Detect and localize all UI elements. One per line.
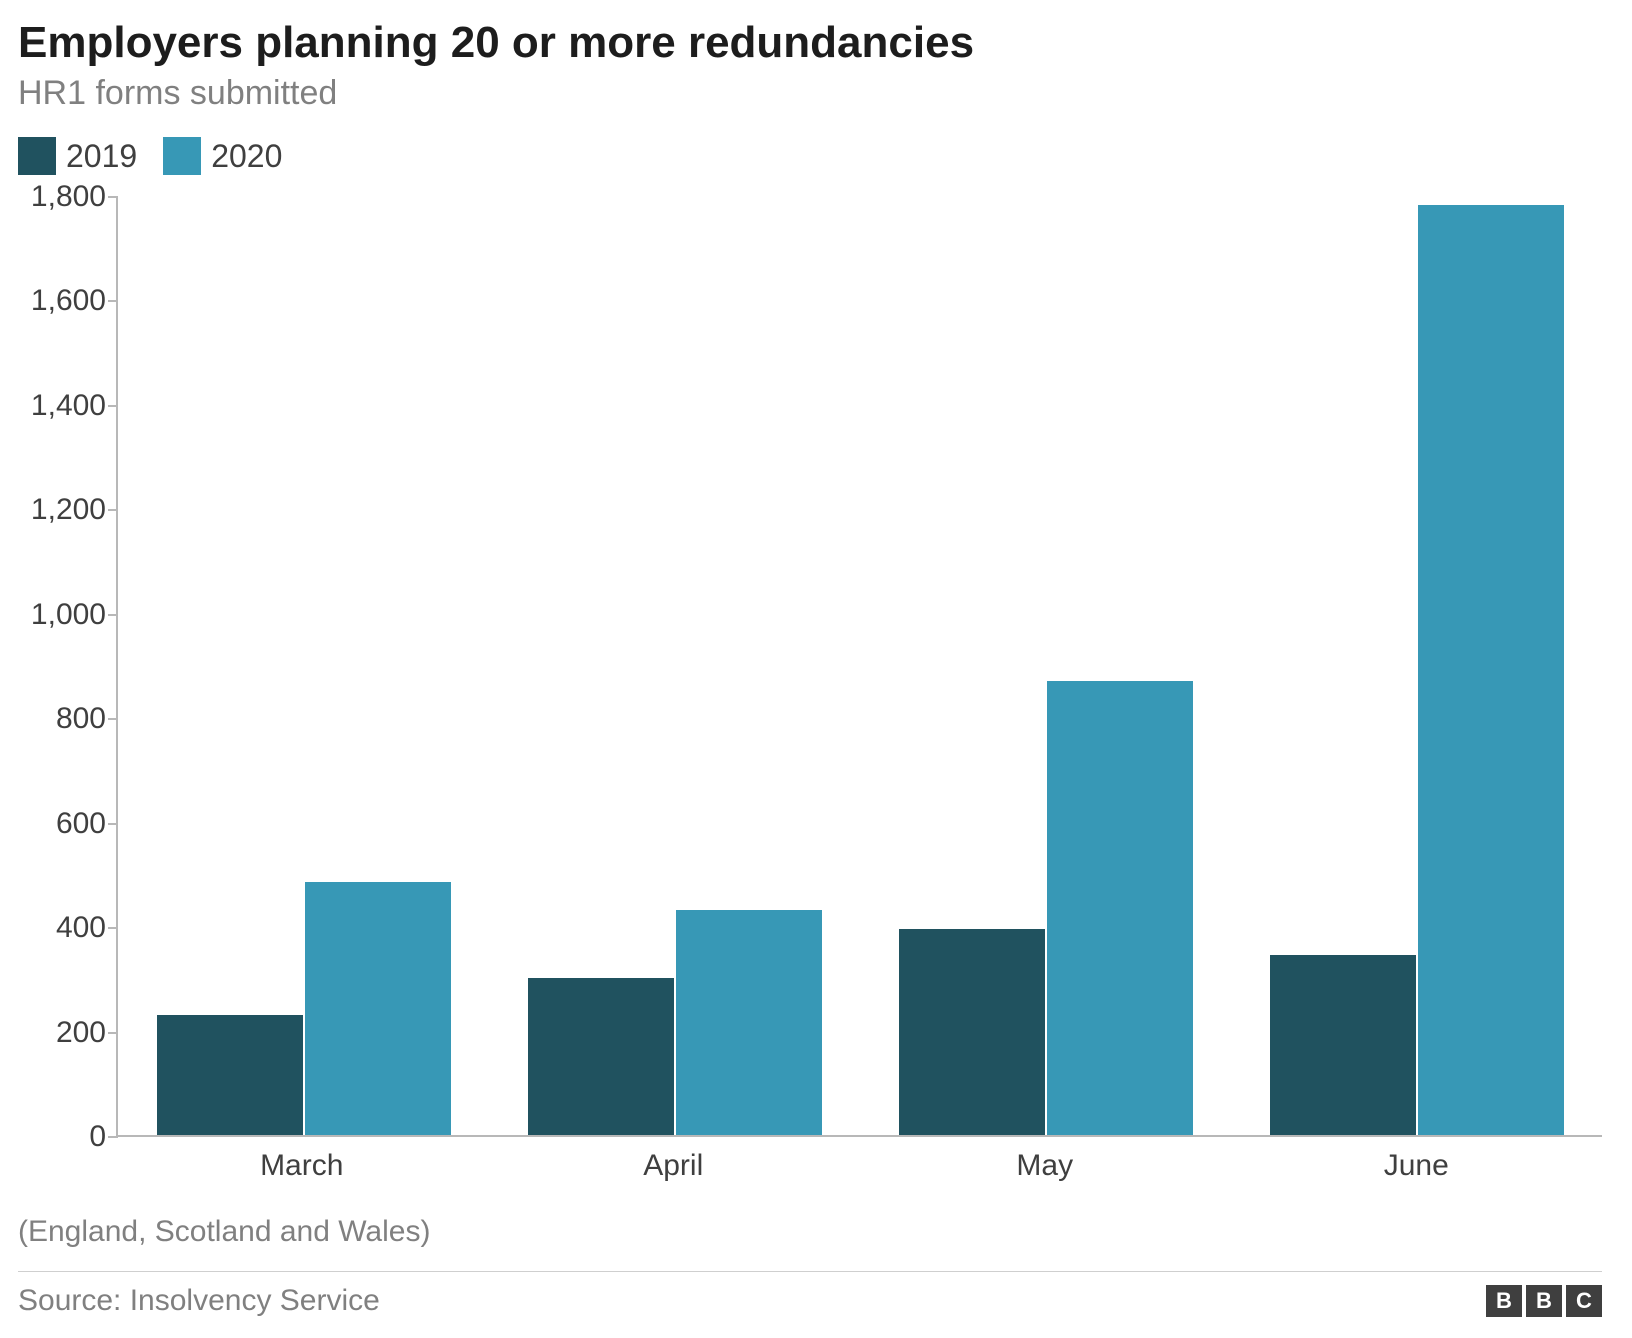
chart-subtitle: HR1 forms submitted (18, 74, 1602, 113)
plot-area (116, 197, 1602, 1137)
legend-swatch (163, 137, 201, 175)
legend-swatch (18, 137, 56, 175)
legend-item: 2020 (163, 137, 282, 175)
bar-group (899, 681, 1193, 1135)
x-tick-label: May (895, 1149, 1195, 1183)
y-tick-label: 0 (89, 1120, 106, 1154)
chart-plot-wrap: 02004006008001,0001,2001,4001,6001,800 M… (18, 197, 1602, 1207)
legend-label: 2019 (66, 138, 137, 175)
y-tick-mark (108, 718, 118, 720)
y-tick-label: 1,200 (31, 493, 106, 527)
bar (1270, 955, 1416, 1135)
y-tick-mark (108, 1032, 118, 1034)
y-tick-label: 800 (56, 702, 106, 736)
y-tick-label: 1,400 (31, 389, 106, 423)
logo-letter: B (1486, 1285, 1522, 1317)
bar (528, 978, 674, 1135)
bar (1047, 681, 1193, 1135)
bar (1418, 205, 1564, 1135)
x-tick-label: April (523, 1149, 823, 1183)
y-tick-mark (108, 927, 118, 929)
y-tick-label: 600 (56, 807, 106, 841)
x-axis-labels: March April May June (116, 1149, 1602, 1183)
chart-source: Source: Insolvency Service (18, 1284, 380, 1318)
bar-group (157, 882, 451, 1135)
y-tick-label: 200 (56, 1016, 106, 1050)
bar-group (528, 910, 822, 1135)
y-tick-mark (108, 196, 118, 198)
y-tick-label: 1,000 (31, 598, 106, 632)
x-tick-label: June (1266, 1149, 1566, 1183)
bar (899, 929, 1045, 1135)
y-tick-mark (108, 823, 118, 825)
bar-group (1270, 205, 1564, 1135)
bar (305, 882, 451, 1135)
y-tick-mark (108, 509, 118, 511)
y-tick-mark (108, 614, 118, 616)
bbc-logo: BBC (1486, 1285, 1602, 1317)
legend: 2019 2020 (18, 137, 1602, 175)
chart-footnote: (England, Scotland and Wales) (18, 1215, 1602, 1249)
chart-container: Employers planning 20 or more redundanci… (0, 0, 1632, 1338)
chart-title: Employers planning 20 or more redundanci… (18, 18, 1602, 68)
y-tick-label: 400 (56, 911, 106, 945)
bars-area (118, 197, 1602, 1135)
y-tick-label: 1,800 (31, 180, 106, 214)
chart-footer: Source: Insolvency Service BBC (18, 1271, 1602, 1318)
y-axis: 02004006008001,0001,2001,4001,6001,800 (18, 197, 116, 1137)
x-tick-label: March (152, 1149, 452, 1183)
y-tick-mark (108, 405, 118, 407)
bar (676, 910, 822, 1135)
logo-letter: C (1566, 1285, 1602, 1317)
bar (157, 1015, 303, 1135)
legend-label: 2020 (211, 138, 282, 175)
logo-letter: B (1526, 1285, 1562, 1317)
y-tick-mark (108, 300, 118, 302)
legend-item: 2019 (18, 137, 137, 175)
y-tick-label: 1,600 (31, 284, 106, 318)
y-tick-mark (108, 1136, 118, 1138)
